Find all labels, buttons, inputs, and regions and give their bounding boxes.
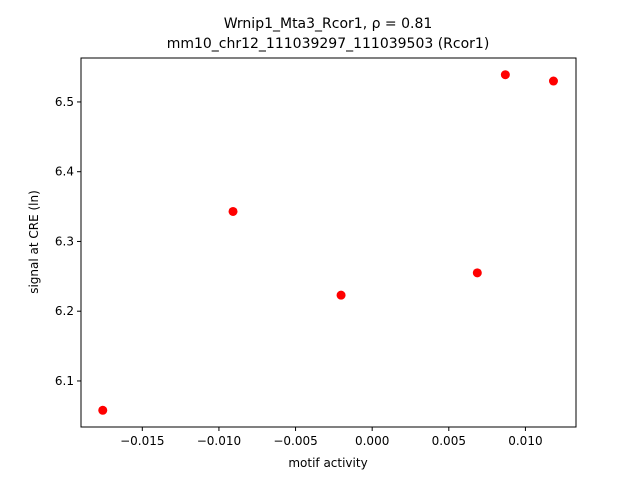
x-tick-label: −0.005 <box>273 434 317 448</box>
x-tick-label: 0.000 <box>355 434 389 448</box>
point <box>548 76 558 86</box>
chart-title: Wrnip1_Mta3_Rcor1, ρ = 0.81 <box>224 16 433 32</box>
y-tick-label: 6.4 <box>55 165 74 179</box>
x-tick-label: 0.005 <box>432 434 466 448</box>
x-tick-label: −0.010 <box>197 434 241 448</box>
point <box>500 70 510 80</box>
point <box>228 206 238 216</box>
plot-frame <box>80 57 577 428</box>
x-tick-label: −0.015 <box>120 434 164 448</box>
y-tick-label: 6.2 <box>55 304 74 318</box>
point <box>472 268 482 278</box>
y-tick-label: 6.1 <box>55 374 74 388</box>
y-axis-label: signal at CRE (ln) <box>27 190 41 294</box>
chart-subtitle: mm10_chr12_111039297_111039503 (Rcor1) <box>167 36 490 52</box>
point <box>98 405 108 415</box>
point <box>336 290 346 300</box>
x-axis-label: motif activity <box>288 456 367 470</box>
y-tick-label: 6.5 <box>55 95 74 109</box>
x-tick-label: 0.010 <box>508 434 542 448</box>
y-tick-label: 6.3 <box>55 234 74 248</box>
